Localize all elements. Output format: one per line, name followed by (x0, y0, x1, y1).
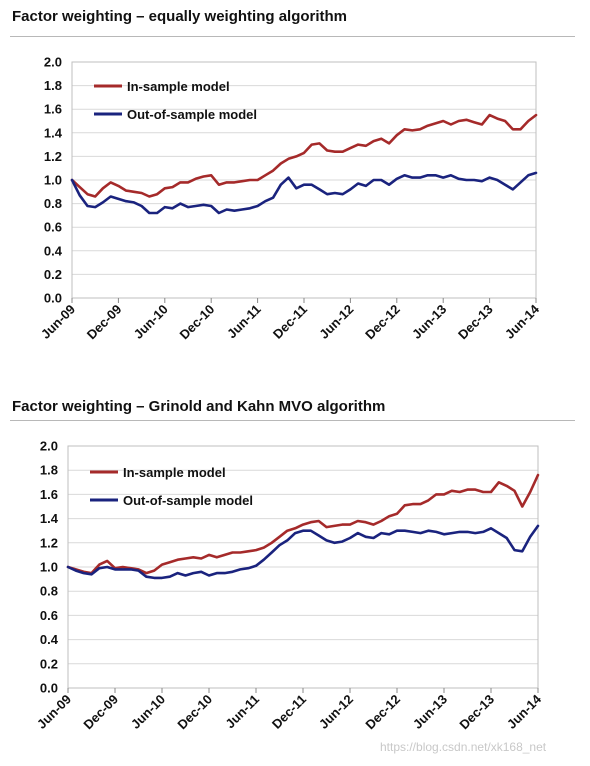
legend-label: Out-of-sample model (123, 493, 253, 508)
y-tick-label: 1.8 (40, 463, 58, 478)
x-tick-label: Dec-12 (362, 692, 403, 733)
x-tick-label: Jun-11 (224, 302, 264, 342)
y-tick-label: 0.6 (40, 608, 58, 623)
y-tick-label: 0.2 (44, 267, 62, 282)
watermark-text: https://blog.csdn.net/xk168_net (380, 740, 547, 754)
legend-label: In-sample model (127, 79, 230, 94)
y-tick-label: 1.8 (44, 78, 62, 93)
y-tick-label: 1.0 (44, 173, 62, 188)
x-tick-label: Dec-11 (270, 302, 310, 342)
y-tick-label: 0.8 (40, 584, 58, 599)
x-tick-label: Jun-13 (410, 692, 450, 732)
y-tick-label: 0.4 (40, 632, 59, 647)
y-tick-label: 1.2 (40, 535, 58, 550)
series-line-in-sample (70, 113, 538, 198)
chart-panel-equal-weighting: Factor weighting – equally weighting alg… (10, 8, 575, 343)
x-tick-label: Dec-10 (177, 302, 218, 343)
series-line-out-of-sample (66, 524, 540, 580)
series-line-in-sample (66, 473, 540, 575)
x-tick-label: Dec-13 (456, 692, 497, 733)
y-tick-label: 1.4 (44, 125, 63, 140)
series-line-out-of-sample (70, 171, 538, 215)
x-tick-label: Dec-11 (269, 692, 309, 732)
x-tick-label: Jun-14 (502, 301, 543, 342)
x-tick-label: Jun-12 (316, 692, 356, 732)
x-tick-label: Jun-09 (38, 302, 78, 342)
chart-title: Factor weighting – Grinold and Kahn MVO … (12, 398, 386, 415)
x-tick-label: Jun-13 (409, 302, 449, 342)
x-tick-label: Jun-10 (131, 302, 171, 342)
y-tick-label: 0.4 (44, 243, 63, 258)
x-tick-label: Dec-12 (362, 302, 403, 343)
y-tick-label: 1.0 (40, 560, 58, 575)
y-tick-label: 0.8 (44, 196, 62, 211)
y-tick-label: 1.4 (40, 511, 59, 526)
chart-title: Factor weighting – equally weighting alg… (12, 8, 348, 25)
chart-panel-grinold-kahn: Factor weighting – Grinold and Kahn MVO … (0, 390, 590, 766)
y-tick-label: 1.6 (40, 487, 58, 502)
x-tick-label: Jun-09 (34, 692, 74, 732)
x-tick-label: Jun-10 (128, 692, 168, 732)
y-tick-label: 1.2 (44, 149, 62, 164)
x-tick-label: Dec-09 (80, 692, 121, 733)
y-tick-label: 2.0 (44, 55, 62, 70)
title-divider (10, 36, 575, 37)
legend-label: In-sample model (123, 465, 226, 480)
x-tick-label: Dec-13 (455, 302, 496, 343)
y-tick-label: 0.2 (40, 656, 58, 671)
x-tick-label: Jun-11 (222, 692, 262, 732)
y-tick-label: 1.6 (44, 102, 62, 117)
legend-label: Out-of-sample model (127, 107, 257, 122)
x-tick-label: Dec-10 (174, 692, 215, 733)
x-tick-label: Jun-14 (504, 691, 545, 732)
y-tick-label: 0.0 (40, 681, 58, 696)
x-tick-label: Dec-09 (84, 302, 125, 343)
y-tick-label: 2.0 (40, 439, 58, 454)
title-divider (10, 420, 575, 421)
y-tick-label: 0.6 (44, 220, 62, 235)
x-tick-label: Jun-12 (316, 302, 356, 342)
y-tick-label: 0.0 (44, 291, 62, 306)
